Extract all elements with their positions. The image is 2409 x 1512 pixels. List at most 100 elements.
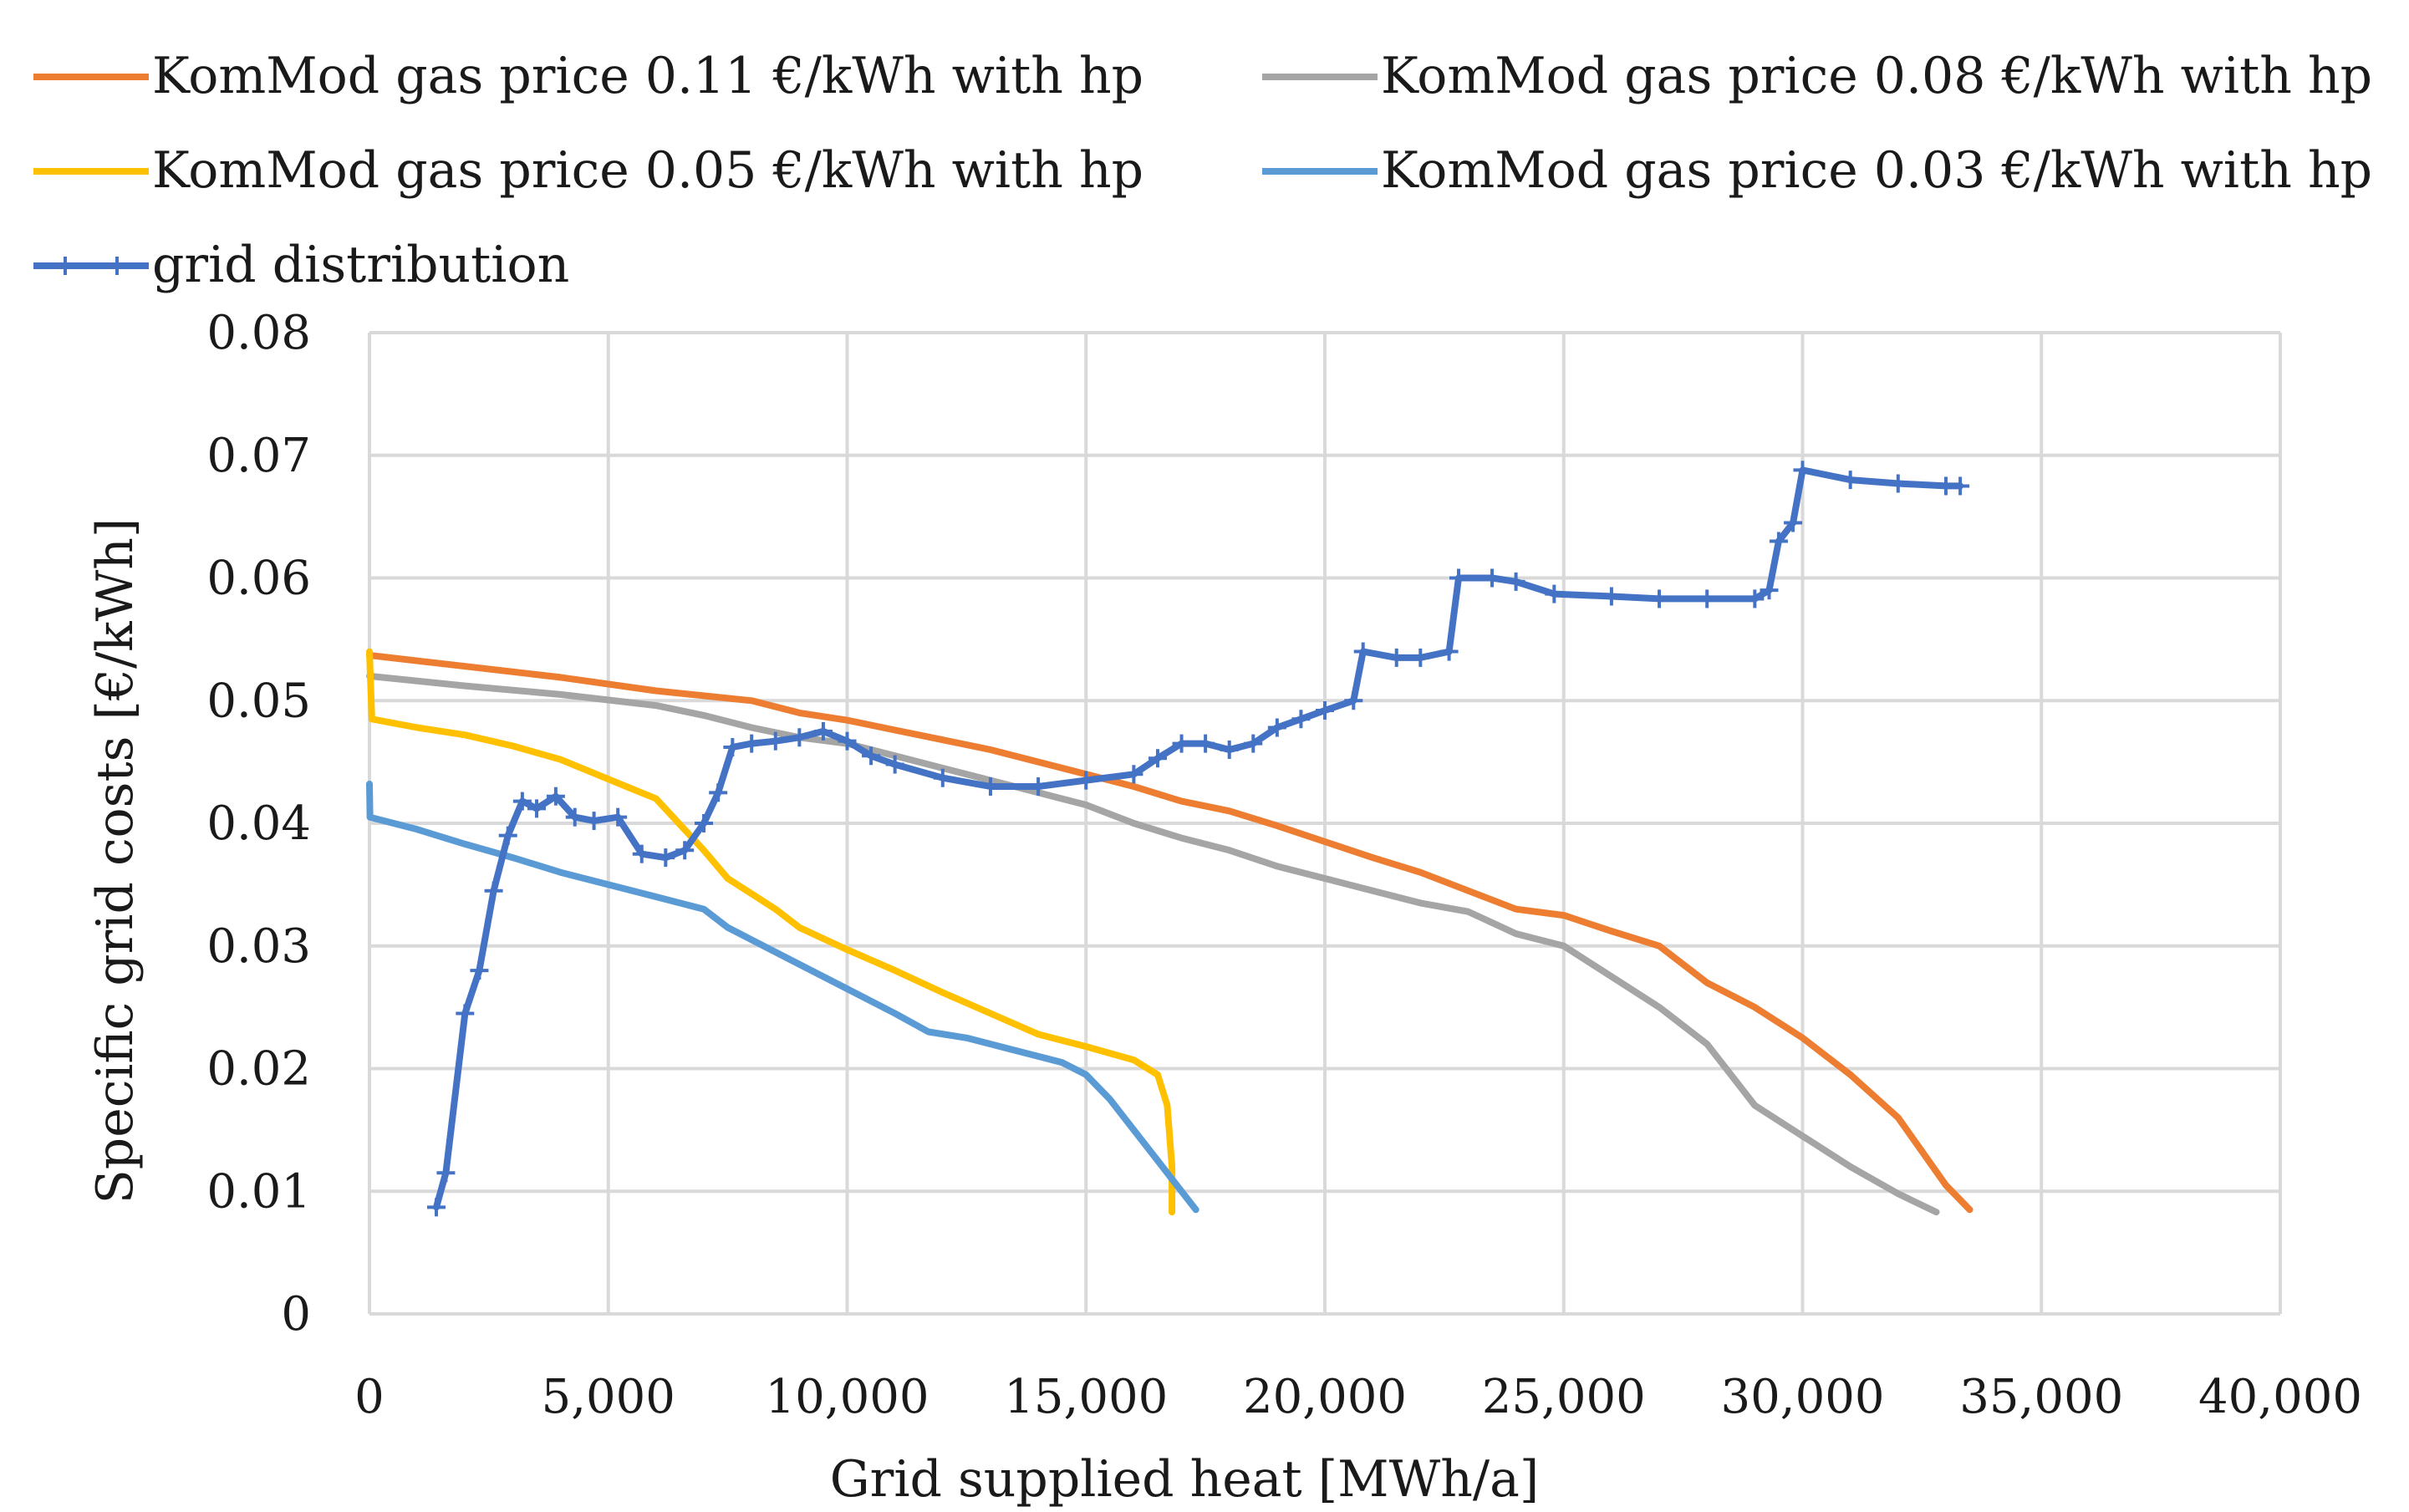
series-1 [366,672,1940,1216]
data-point [1888,474,1907,493]
data-point [1124,765,1143,784]
y-tick-label: 0.01 [206,1164,311,1219]
x-tick-label: 40,000 [2198,1370,2362,1424]
series-3 [366,781,1199,1214]
y-tick-label: 0.03 [206,919,311,974]
data-point [742,734,761,753]
data-point [584,812,604,831]
data-point [436,1163,456,1183]
data-point [1353,642,1373,661]
series-line-1 [366,672,1940,1216]
data-point [933,768,952,787]
y-axis-title: Specific grid costs [€/kWh] [86,518,145,1204]
data-point [565,807,584,827]
data-point [1650,589,1669,608]
data-point [1316,700,1334,720]
data-point [1172,734,1191,753]
data-point [456,1004,475,1023]
data-point [1449,568,1469,588]
series-line-4 [433,466,1964,1211]
data-point [1506,572,1525,591]
data-point [1545,584,1564,603]
data-point [1784,513,1803,532]
data-point [1077,771,1096,790]
x-tick-label: 5,000 [542,1370,675,1424]
x-tick-label: 0 [354,1370,385,1424]
data-point [512,792,532,811]
data-point [527,799,547,818]
plot-series [366,461,1974,1217]
y-tick-label: 0.02 [206,1042,311,1097]
legend-label-3: KomMod gas price 0.03 €/kWh with hp [1381,141,2372,200]
y-tick-label: 0.08 [206,306,311,360]
data-point [695,814,714,832]
y-axis-ticks: 0 0.01 0.02 0.03 0.04 0.05 0.06 0.07 0.08 [206,306,311,1341]
data-point [656,848,675,868]
data-point [632,844,651,863]
x-axis-ticks: 0 5,000 10,000 15,000 20,000 25,000 30,000 35,0… [354,1370,2362,1424]
data-point [1220,740,1239,759]
y-tick-label: 0.06 [206,552,311,606]
legend-label-1: KomMod gas price 0.08 €/kWh with hp [1381,47,2372,105]
x-tick-label: 10,000 [766,1370,929,1424]
series-line-2 [366,648,1176,1216]
data-point [838,731,857,751]
data-point [1344,691,1363,710]
series-line-0 [366,652,1974,1214]
data-point [885,755,904,774]
legend: KomMod gas price 0.11 €/kWh with hp KomM… [33,47,2372,294]
data-point [1841,471,1860,490]
data-point [790,728,809,747]
data-point [723,738,742,757]
data-point [546,787,565,806]
data-point [1745,589,1765,608]
data-point [862,746,881,766]
data-point [470,961,489,980]
data-point [1244,734,1263,753]
legend-label-0: KomMod gas price 0.11 €/kWh with hp [152,47,1143,105]
data-point [1411,648,1430,667]
data-point [1267,718,1286,737]
data-point [1029,776,1048,796]
data-point [609,807,628,827]
data-point [427,1198,446,1217]
data-point [813,721,833,741]
legend-label-2: KomMod gas price 0.05 €/kWh with hp [152,141,1143,200]
x-tick-label: 20,000 [1243,1370,1407,1424]
legend-item-1: KomMod gas price 0.08 €/kWh with hp [1262,47,2372,105]
data-point [1483,568,1502,588]
x-tick-label: 15,000 [1004,1370,1168,1424]
data-point [498,826,517,845]
series-0 [366,652,1974,1214]
y-tick-label: 0.07 [206,429,311,483]
data-point [1291,710,1311,729]
data-point [1196,734,1215,753]
y-tick-label: 0 [281,1287,311,1341]
legend-item-3: KomMod gas price 0.03 €/kWh with hp [1262,141,2372,200]
data-point [1148,749,1167,768]
y-tick-label: 0.05 [206,674,311,728]
data-point [675,841,695,860]
legend-marker-4 [64,257,119,275]
series-line-3 [366,781,1199,1214]
data-point [1760,581,1779,600]
data-point [709,783,728,802]
series-4 [427,461,1970,1217]
data-point [980,776,1000,796]
gridlines [368,331,2282,1316]
series-2 [366,648,1176,1216]
x-axis-title: Grid supplied heat [MWh/a] [830,1450,1540,1509]
data-point [1387,648,1406,667]
legend-label-4: grid distribution [152,236,569,294]
x-tick-label: 30,000 [1721,1370,1885,1424]
data-point [1698,589,1717,608]
data-point [1769,532,1788,551]
data-point [766,731,785,751]
x-tick-label: 25,000 [1482,1370,1646,1424]
y-tick-label: 0.04 [206,797,311,851]
data-point [1951,476,1970,496]
legend-item-0: KomMod gas price 0.11 €/kWh with hp [33,47,1143,105]
legend-item-2: KomMod gas price 0.05 €/kWh with hp [33,141,1143,200]
data-point [1793,461,1812,480]
